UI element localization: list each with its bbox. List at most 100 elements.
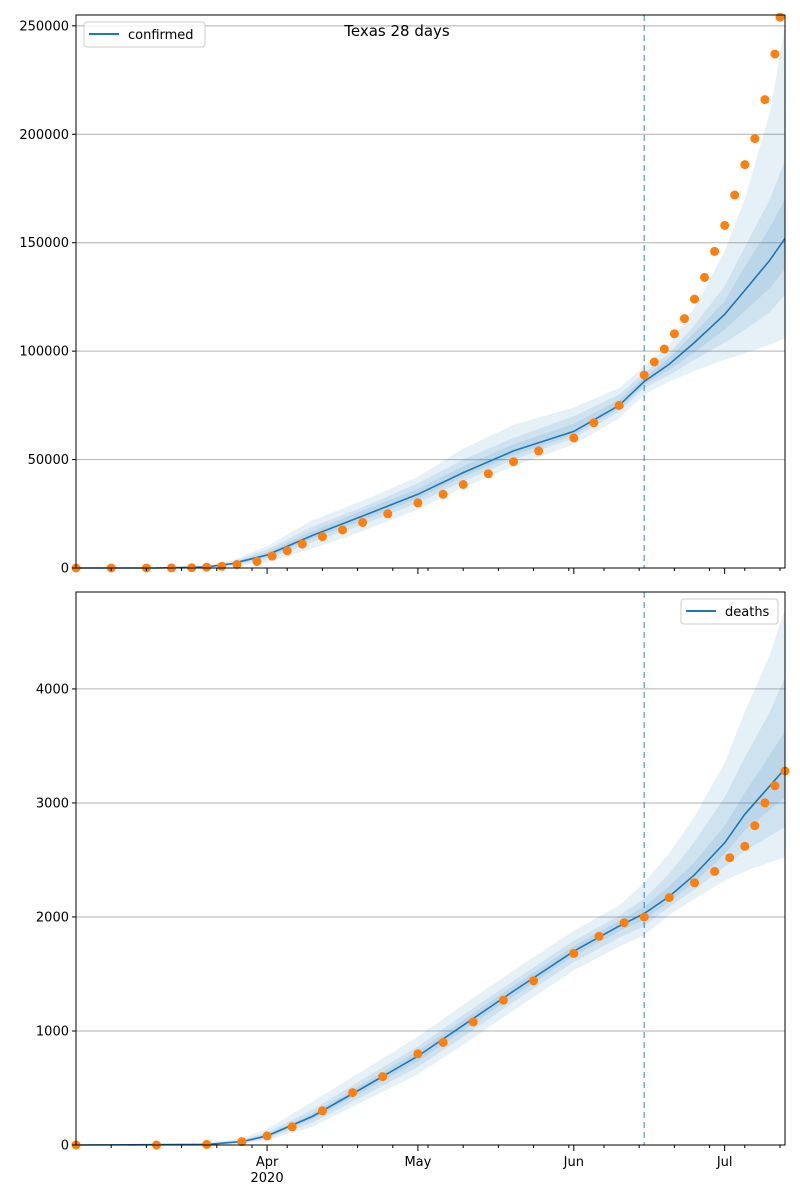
data-point	[534, 446, 544, 456]
data-point	[690, 294, 699, 304]
data-point	[760, 798, 770, 808]
data-point	[569, 433, 579, 443]
data-point	[740, 841, 750, 851]
data-point	[458, 480, 468, 489]
deaths-axes-frame	[75, 591, 786, 1146]
y-tick-label: 3000	[36, 796, 69, 811]
x-tick-label: Jul	[716, 1155, 733, 1170]
y-tick-label: 0	[61, 562, 69, 577]
data-point	[730, 190, 740, 200]
y-tick-label: 0	[61, 1139, 69, 1154]
uncertainty-band	[76, 677, 785, 1145]
series-line	[76, 237, 786, 569]
data-point	[740, 160, 750, 170]
data-point	[664, 893, 674, 903]
deaths-bands	[76, 609, 785, 1145]
data-point	[252, 557, 262, 566]
chart-title: Texas 28 days	[343, 22, 450, 40]
confirmed-panel: 0 50000 100000 150000 200000 250000 Texas 28 …	[19, 12, 786, 577]
deaths-legend-box	[680, 598, 779, 625]
x-tick-label: May	[404, 1155, 431, 1170]
data-point	[710, 866, 720, 876]
data-point	[529, 976, 539, 986]
data-point	[770, 781, 780, 791]
y-tick-label: 50000	[28, 453, 69, 468]
deaths-points	[71, 766, 790, 1150]
confirmed-bands	[76, 25, 785, 569]
data-point	[383, 509, 393, 519]
data-point	[649, 357, 659, 367]
x-tick-label: Apr	[256, 1155, 279, 1170]
data-point	[614, 400, 624, 410]
data-point	[317, 1106, 327, 1116]
data-point	[725, 853, 735, 863]
deaths-legend-label: deaths	[725, 605, 770, 620]
x-tick-year-label: 2020	[251, 1171, 284, 1186]
data-point	[710, 246, 720, 256]
data-point	[760, 95, 770, 105]
data-point	[720, 220, 730, 230]
data-point	[232, 560, 242, 569]
data-point	[594, 931, 604, 941]
data-point	[297, 539, 307, 549]
y-tick-label: 1000	[36, 1024, 69, 1039]
y-tick-label: 150000	[19, 236, 69, 251]
data-point	[750, 134, 760, 144]
data-point	[287, 1122, 297, 1132]
data-point	[438, 489, 448, 499]
data-point	[690, 878, 699, 888]
y-tick-label: 250000	[19, 19, 69, 34]
data-point	[639, 912, 649, 922]
data-point	[202, 1139, 212, 1149]
data-point	[348, 1088, 358, 1098]
y-tick-label: 100000	[19, 345, 69, 360]
data-point	[669, 329, 679, 339]
deaths-legend: deaths	[680, 598, 779, 625]
uncertainty-band	[76, 609, 785, 1145]
y-tick-label: 4000	[36, 682, 69, 697]
confirmed-legend-box	[83, 21, 206, 48]
data-point	[237, 1137, 247, 1147]
data-point	[317, 532, 327, 542]
data-point	[775, 12, 785, 22]
data-point	[202, 562, 212, 572]
data-point	[338, 525, 347, 535]
data-point	[413, 1049, 423, 1059]
data-point	[659, 344, 669, 354]
data-point	[619, 918, 629, 928]
data-point	[639, 370, 649, 380]
data-point	[750, 821, 760, 831]
confirmed-ticks: 0 50000 100000 150000 200000 250000	[19, 19, 781, 577]
data-point	[770, 49, 780, 59]
data-point	[569, 948, 579, 958]
data-point	[498, 995, 508, 1005]
confirmed-axes-frame	[75, 14, 786, 569]
confirmed-line	[76, 237, 786, 569]
confirmed-legend: confirmed	[83, 21, 206, 48]
x-tick-label: Jun	[563, 1155, 584, 1170]
data-point	[413, 498, 423, 508]
data-point	[438, 1037, 448, 1047]
data-point	[378, 1072, 388, 1082]
data-point	[700, 272, 709, 282]
uncertainty-band	[76, 199, 785, 569]
data-point	[679, 314, 689, 324]
data-point	[358, 518, 368, 527]
data-point	[282, 546, 292, 556]
y-tick-label: 200000	[19, 128, 69, 143]
data-point	[262, 1131, 272, 1141]
data-point	[267, 551, 277, 561]
data-point	[468, 1017, 478, 1027]
data-point	[589, 418, 599, 428]
data-point	[217, 561, 227, 571]
uncertainty-band	[76, 160, 785, 569]
y-tick-label: 2000	[36, 910, 69, 925]
deaths-grid	[76, 688, 785, 1032]
data-point	[509, 457, 518, 467]
confirmed-legend-label: confirmed	[128, 28, 194, 43]
data-point	[483, 469, 493, 479]
